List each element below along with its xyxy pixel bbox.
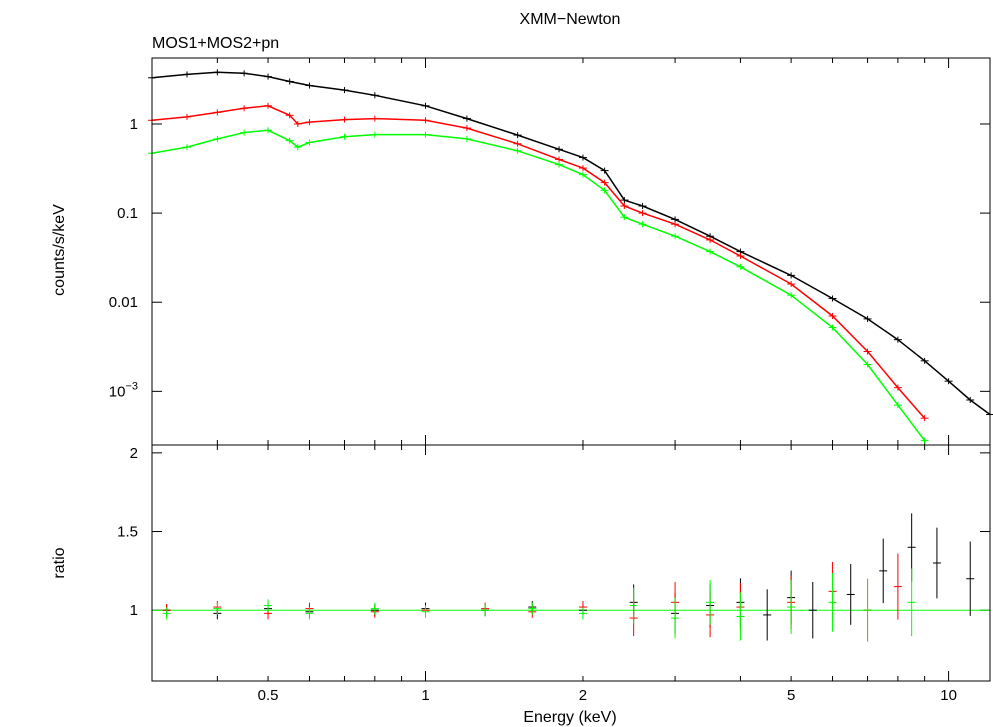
spectrum-y-tick-label: 1 (130, 116, 138, 133)
spectrum-y-tick-exponent: −3 (125, 380, 138, 392)
x-axis-label: Energy (keV) (523, 709, 616, 726)
x-tick-label: 2 (579, 687, 587, 704)
spectrum-y-axis-label: counts/s/keV (51, 204, 68, 296)
ratio-y-tick-label: 1.5 (117, 524, 138, 541)
ratio-plot-frame (151, 444, 991, 682)
spectrum-series-0-line (151, 71, 991, 416)
chart-title: XMM−Newton (520, 11, 621, 28)
chart-subtitle: MOS1+MOS2+pn (152, 35, 279, 52)
spectrum-y-tick-label: 10−3 (109, 380, 138, 400)
x-tick-label: 10 (940, 687, 957, 704)
spectrum-series-1-line (151, 105, 926, 419)
spectrum-y-tick-label: 0.01 (109, 294, 138, 311)
spectrum-y-tick-label: 0.1 (117, 205, 138, 222)
spectrum-plot-frame (151, 57, 991, 446)
ratio-y-tick-label: 2 (130, 445, 138, 462)
x-tick-label: 1 (421, 687, 429, 704)
ratio-y-axis-label: ratio (51, 547, 68, 578)
spectrum-series-2-line (151, 129, 926, 442)
x-tick-label: 5 (787, 687, 795, 704)
spectrum-panel: 1 0.1 0.01 10−3 (109, 58, 993, 445)
ratio-panel: 1 1.5 2 0.5 1 2 5 10 (117, 445, 990, 704)
ratio-y-tick-label: 1 (130, 602, 138, 619)
x-tick-label: 0.5 (258, 687, 279, 704)
